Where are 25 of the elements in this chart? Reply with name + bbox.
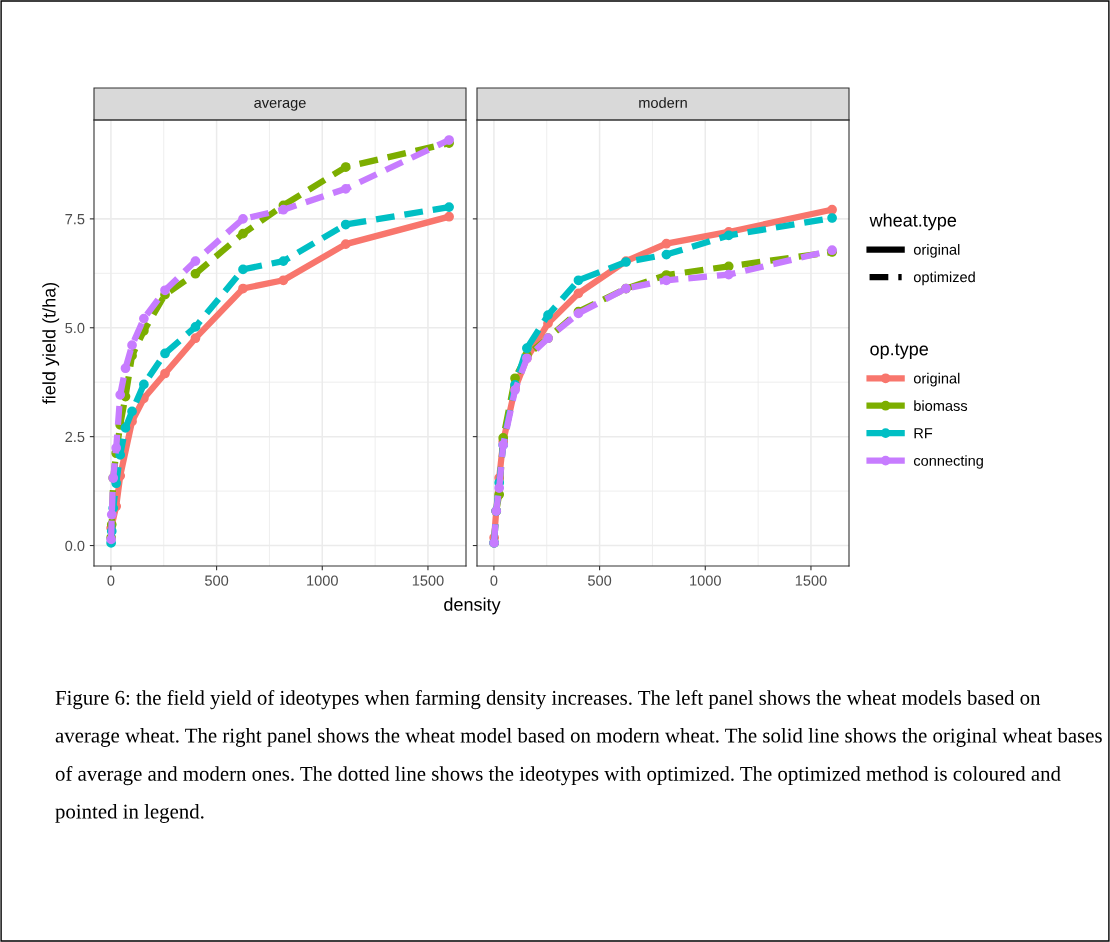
x-tick-label: 0	[490, 575, 498, 586]
x-axis-title: density	[444, 597, 501, 615]
text: original	[913, 244, 960, 258]
chart-title: average	[254, 99, 306, 111]
y-tick-label: 7.5	[65, 214, 85, 225]
x-tick-label: 1000	[307, 575, 338, 586]
legend-label: biomass	[914, 400, 968, 411]
x-tick-label: 1500	[795, 575, 827, 586]
y-tick-label: 5.0	[65, 322, 85, 334]
legend-title: op.type	[870, 343, 928, 359]
caption: Figure 6: the field yield of ideotypes when farming density increases. The left panel shows the wheat models based on average wheat. The right panel shows the wheat model based on modern wheat. The solid line shows the original wheat bases of average and modern ones. The dotted line shows the ideotypes with optimized. The optimized method is coloured and pointed in legend.	[55, 690, 1102, 823]
x-tick-label: 1000	[690, 575, 721, 586]
text: wheat.type	[869, 213, 957, 231]
legend-label: connecting	[913, 455, 983, 469]
y-axis-title: field yield (t/ha)	[42, 282, 60, 404]
x-tick-label: 500	[205, 575, 229, 586]
legend-label: RF	[914, 428, 933, 439]
x-tick-label: 500	[588, 575, 612, 586]
x-tick-label: 1500	[412, 575, 444, 586]
legend-label: original	[913, 372, 960, 387]
chart-title: modern	[639, 97, 687, 108]
y-tick-label: 0.0	[65, 540, 85, 551]
text: optimized	[913, 271, 975, 286]
y-tick-label: 2.5	[65, 431, 85, 443]
x-tick-label: 0	[107, 575, 115, 586]
